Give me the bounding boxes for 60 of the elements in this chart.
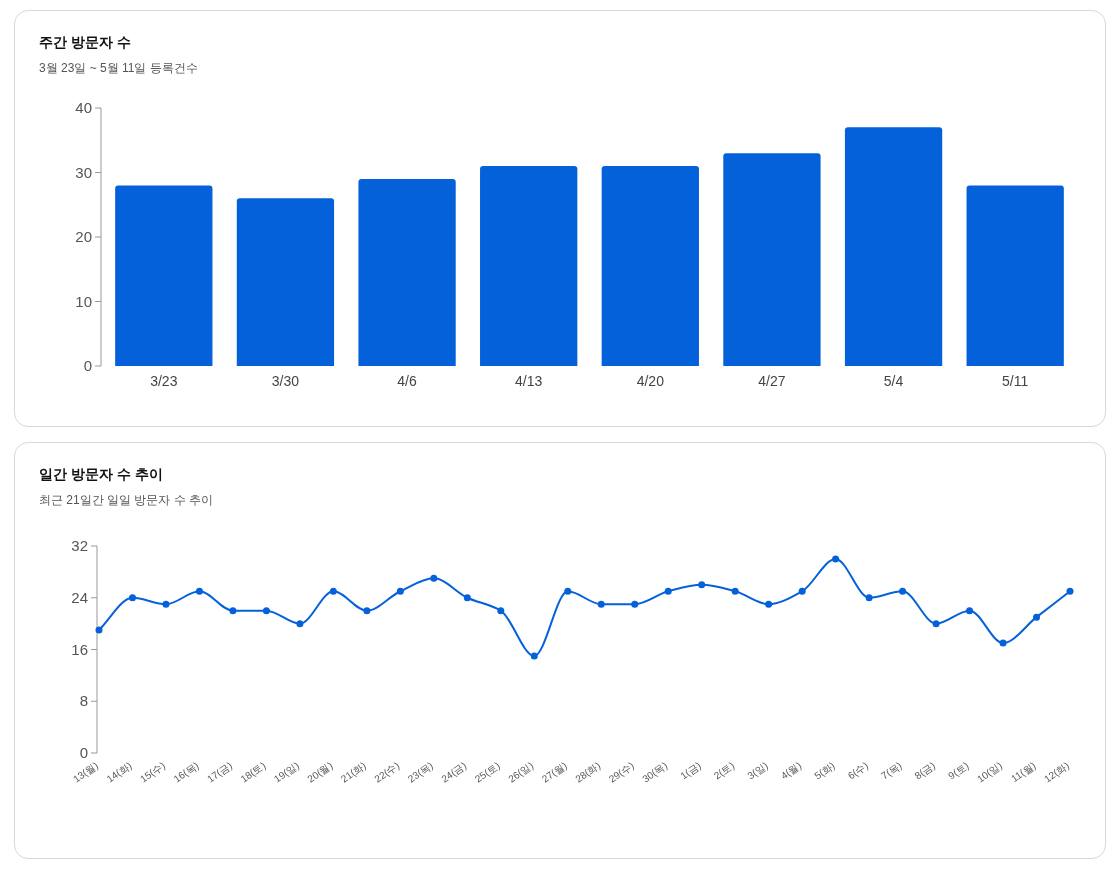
point [798,587,806,595]
point [530,652,538,660]
point [865,594,873,602]
point [363,607,371,615]
point [162,600,170,608]
point [698,581,706,589]
y-tick-label: 0 [79,744,88,761]
point [932,620,940,628]
point [899,587,907,595]
point [329,587,337,595]
y-tick-label: 40 [75,99,92,116]
point [832,555,840,563]
x-tick-label: 4(월) [778,759,804,782]
x-tick-label: 1(금) [678,759,703,782]
point [1033,613,1041,621]
point [229,607,237,615]
point [128,594,136,602]
y-tick-label: 30 [75,163,92,181]
point [999,639,1007,647]
x-tick-label: 4/13 [515,373,543,389]
x-tick-label: 3/30 [271,373,300,389]
x-tick-label: 7(목) [879,759,904,782]
point [1066,587,1074,595]
y-tick-label: 32 [71,537,88,554]
x-tick-label: 5(화) [812,759,837,782]
x-tick-label: 3(일) [745,759,770,782]
chart-subtitle: 최근 21일간 일일 방문자 수 추이 [39,492,214,509]
point [966,607,974,615]
point [597,600,605,608]
y-tick-label: 16 [71,640,88,658]
x-tick-label: 8(금) [912,759,938,782]
x-tick-label: 4/27 [758,373,786,389]
point [296,620,304,628]
point [195,587,203,595]
point [430,574,438,582]
y-tick-label: 24 [71,588,88,606]
x-tick-label: 4/6 [397,373,417,389]
y-tick-label: 10 [75,292,92,310]
x-tick-label: 5/4 [883,373,904,389]
y-tick-label: 0 [83,357,92,374]
point [731,587,739,595]
point [564,587,572,595]
point [95,626,103,634]
point [262,607,270,615]
x-tick-label: 3/23 [150,373,178,389]
point [664,587,672,595]
point [396,587,404,595]
point [497,607,505,615]
y-tick-label: 8 [79,692,88,710]
point [765,600,773,608]
x-tick-label: 5/11 [1002,373,1029,389]
chart-subtitle: 3월 23일 ~ 5월 11일 등록건수 [39,60,198,77]
x-tick-label: 4/20 [636,373,665,389]
y-tick-label: 20 [75,228,92,245]
chart-title: 주간 방문자 수 [39,34,131,52]
point [463,594,471,602]
chart-title: 일간 방문자 수 추이 [39,466,163,484]
point [631,600,639,608]
x-tick-label: 9(토) [946,759,971,782]
x-tick-label: 6(수) [845,759,871,782]
